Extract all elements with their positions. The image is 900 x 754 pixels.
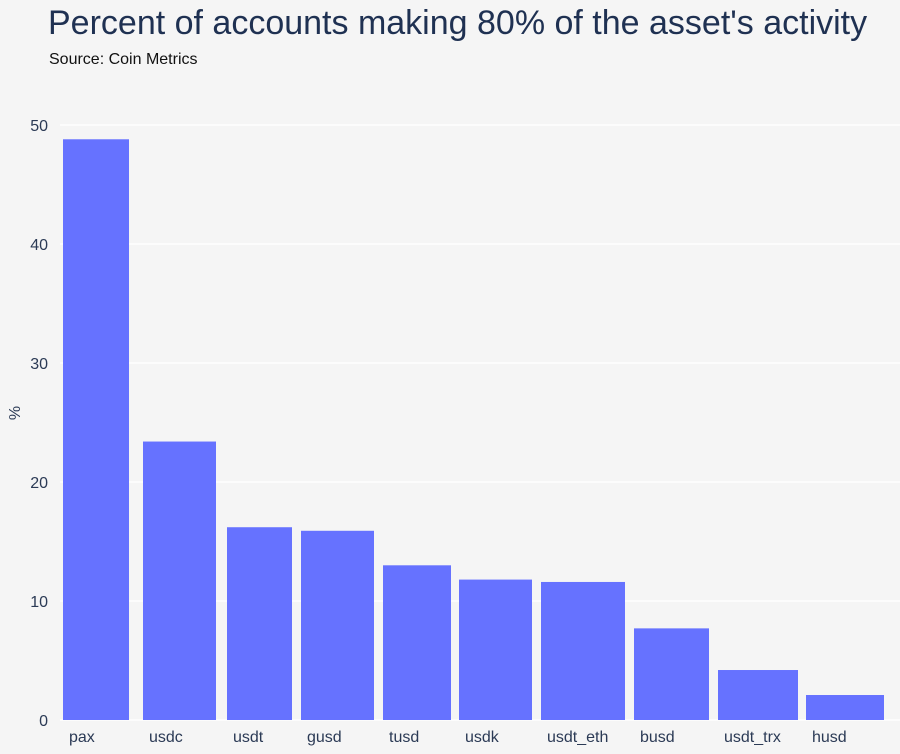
bar-pax [63, 139, 129, 720]
y-tick-label: 10 [30, 594, 48, 611]
bar-usdt_eth [541, 581, 625, 720]
x-tick-label: pax [69, 729, 95, 746]
bar-usdt [227, 527, 292, 720]
x-tick-label: usdt_trx [724, 729, 781, 746]
x-tick-label: husd [812, 729, 847, 746]
x-tick-label: gusd [307, 729, 342, 746]
bar-tusd [383, 565, 451, 720]
x-tick-label: usdk [465, 729, 500, 746]
x-tick-label: tusd [389, 729, 419, 746]
bar-usdt_trx [718, 670, 798, 720]
y-tick-label: 40 [30, 237, 48, 254]
y-tick-label: 30 [30, 356, 48, 373]
x-tick-label: usdt_eth [547, 729, 608, 746]
bar-husd [806, 695, 884, 720]
x-tick-label: usdc [149, 729, 183, 746]
x-tick-labels: pax usdc usdt gusd tusd usdk usdt_eth busd usdt_… [69, 729, 847, 746]
bar-usdk [459, 579, 532, 720]
bar-usdc [143, 441, 216, 720]
chart-subtitle: Source: Coin Metrics [49, 51, 198, 68]
bars [63, 139, 884, 720]
y-tick-label: 0 [39, 713, 48, 730]
bar-busd [634, 628, 709, 720]
y-axis-label: % [7, 406, 24, 420]
y-tick-label: 50 [30, 118, 48, 135]
x-tick-label: usdt [233, 729, 264, 746]
bar-gusd [301, 530, 374, 720]
y-tick-label: 20 [30, 475, 48, 492]
x-tick-label: busd [640, 729, 675, 746]
y-tick-labels: 0 10 20 30 40 50 [30, 118, 48, 730]
chart-title: Percent of accounts making 80% of the as… [48, 4, 868, 42]
